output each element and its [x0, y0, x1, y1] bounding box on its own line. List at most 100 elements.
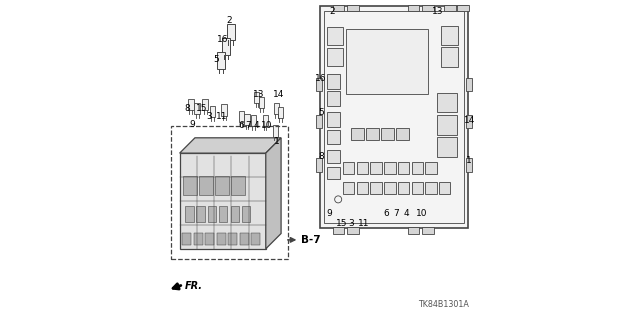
Bar	[412, 182, 423, 194]
Bar	[327, 167, 340, 179]
Bar	[278, 107, 284, 118]
Bar	[200, 176, 213, 195]
Text: 6: 6	[383, 209, 389, 218]
Polygon shape	[266, 138, 281, 249]
Bar	[274, 103, 279, 114]
Bar	[343, 162, 355, 174]
Bar	[384, 182, 396, 194]
Bar	[186, 206, 194, 222]
Bar	[210, 106, 216, 117]
Bar	[182, 233, 191, 245]
Bar	[437, 137, 457, 157]
Bar	[351, 128, 364, 140]
Bar	[219, 206, 227, 222]
Text: 9: 9	[326, 209, 332, 218]
Bar	[327, 150, 340, 163]
Bar	[440, 26, 458, 45]
Bar	[208, 206, 216, 222]
Bar	[437, 115, 457, 135]
Bar	[412, 162, 423, 174]
Bar	[398, 182, 410, 194]
Bar	[251, 115, 256, 126]
Polygon shape	[180, 138, 281, 153]
Bar	[217, 233, 225, 245]
Bar	[466, 158, 472, 172]
Bar	[347, 5, 358, 11]
Text: 7: 7	[246, 121, 252, 130]
Text: 8: 8	[318, 152, 324, 161]
Bar	[408, 5, 419, 11]
Bar	[316, 158, 322, 172]
Polygon shape	[180, 153, 266, 249]
Text: 2: 2	[227, 16, 232, 25]
Text: 16: 16	[316, 74, 326, 83]
Bar	[216, 176, 228, 195]
Bar	[202, 99, 208, 110]
Bar	[466, 78, 472, 91]
Text: 10: 10	[416, 209, 427, 218]
Bar	[196, 206, 205, 222]
Bar	[381, 128, 394, 140]
Bar	[262, 115, 268, 126]
Bar	[333, 227, 344, 234]
Bar	[398, 162, 410, 174]
Bar	[425, 162, 436, 174]
Text: 15: 15	[336, 219, 348, 228]
Text: 2: 2	[330, 7, 335, 16]
Bar	[239, 111, 244, 122]
Bar	[422, 227, 433, 234]
Bar	[371, 162, 382, 174]
Bar	[205, 233, 214, 245]
Bar	[347, 227, 358, 234]
Bar	[184, 176, 197, 195]
Text: 5: 5	[318, 108, 324, 117]
Bar	[439, 182, 451, 194]
Bar	[444, 5, 456, 11]
Bar	[244, 114, 250, 125]
Text: 1: 1	[274, 137, 280, 146]
Text: 14: 14	[463, 116, 475, 125]
Text: 6: 6	[238, 121, 244, 130]
Bar	[320, 6, 468, 228]
Text: B-7: B-7	[301, 235, 321, 245]
Bar	[217, 52, 225, 69]
Bar	[242, 206, 250, 222]
Text: 15: 15	[196, 104, 207, 113]
Bar	[228, 233, 237, 245]
Bar	[371, 182, 382, 194]
Bar	[356, 182, 368, 194]
Bar	[316, 78, 322, 91]
Bar	[221, 104, 227, 116]
Bar	[466, 115, 472, 128]
Text: 16: 16	[217, 35, 228, 44]
Bar	[333, 5, 344, 11]
Bar	[251, 233, 260, 245]
Bar	[231, 176, 244, 195]
Bar	[327, 74, 340, 89]
Text: 14: 14	[273, 90, 284, 99]
Bar	[171, 126, 288, 259]
Bar	[366, 128, 379, 140]
Bar	[422, 5, 433, 11]
Bar	[327, 130, 340, 144]
Text: 5: 5	[214, 55, 219, 63]
Text: 7: 7	[394, 209, 399, 218]
Bar	[194, 233, 203, 245]
Text: 8: 8	[185, 104, 191, 113]
Text: 10: 10	[261, 121, 273, 130]
Bar	[327, 48, 343, 66]
Text: 11: 11	[216, 112, 227, 121]
Bar	[440, 47, 458, 67]
Bar	[254, 92, 259, 103]
Text: FR.: FR.	[184, 281, 202, 292]
Bar	[259, 97, 264, 108]
Text: 1: 1	[467, 156, 472, 165]
Bar	[239, 233, 248, 245]
Bar	[457, 5, 468, 11]
Bar	[327, 27, 343, 45]
Bar	[408, 227, 419, 234]
Bar	[227, 24, 235, 40]
Bar	[188, 99, 194, 110]
Bar	[327, 112, 340, 127]
Text: TK84B1301A: TK84B1301A	[419, 300, 469, 309]
